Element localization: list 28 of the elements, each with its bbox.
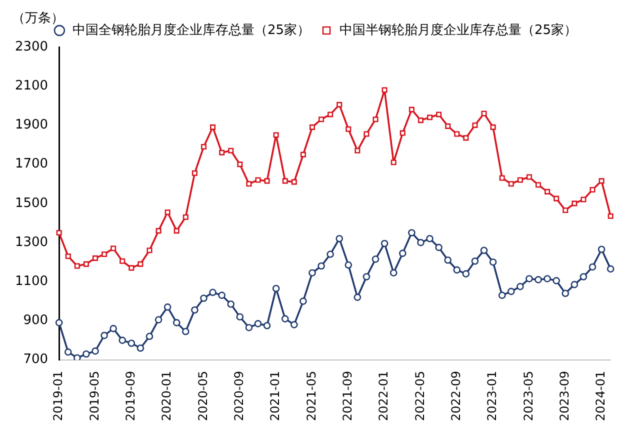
x-tick-label: 2019-01 <box>51 370 66 421</box>
x-tick-label: 2023-05 <box>521 370 536 421</box>
x-tick-label: 2022-05 <box>412 370 427 421</box>
y-tick-label: 2300 <box>14 39 48 54</box>
x-tick-label: 2019-05 <box>87 370 102 421</box>
x-tick-label: 2020-09 <box>232 370 246 421</box>
y-tick-label: 2100 <box>14 78 48 94</box>
y-tick-label: 1700 <box>14 156 48 172</box>
x-tick-label: 2019-09 <box>124 370 138 421</box>
x-tick-label: 2023-09 <box>558 370 572 421</box>
y-tick-label: 1500 <box>14 196 48 211</box>
x-tick-label: 2022-01 <box>376 370 391 421</box>
x-tick-label: 2021-01 <box>268 370 282 421</box>
y-tick-label: 1100 <box>14 274 48 290</box>
y-axis-title: （万条） <box>12 10 64 26</box>
y-tick-label: 1300 <box>14 234 48 250</box>
y-tick-label: 900 <box>23 313 48 328</box>
x-tick-label: 2021-09 <box>340 370 355 421</box>
y-tick-label: 1900 <box>14 118 48 133</box>
x-tick-label: 2021-05 <box>304 370 318 421</box>
x-tick-label: 2020-05 <box>196 370 210 421</box>
y-tick-label: 700 <box>23 352 48 368</box>
x-tick-label: 2024-01 <box>594 370 608 421</box>
legend-label: 中国半钢轮胎月度企业库存总量（25家） <box>340 22 578 38</box>
legend-label: 中国全钢轮胎月度企业库存总量（25家） <box>72 22 310 38</box>
x-tick-label: 2020-01 <box>160 370 174 421</box>
x-tick-label: 2023-01 <box>485 370 500 421</box>
x-tick-label: 2022-09 <box>449 370 464 421</box>
